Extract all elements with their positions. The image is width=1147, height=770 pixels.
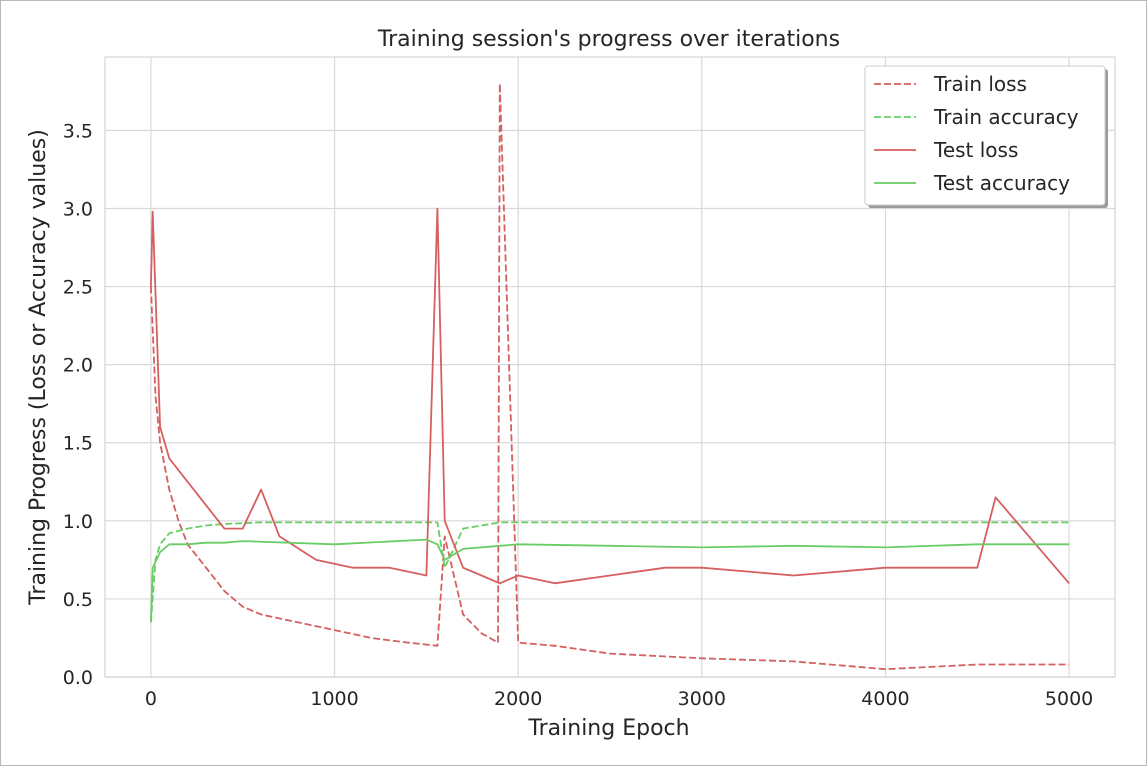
- tick-labels: 0 1000 2000 3000 4000 5000 0.0 0.5 1.0 1.5 2.0 2.5 3…: [63, 120, 1093, 710]
- series-line-1: [150, 82, 1070, 671]
- y-tick-label: 1.0: [63, 511, 93, 533]
- y-axis-label: Training Progress (Loss or Accuracy valu…: [26, 129, 51, 606]
- x-tick-label: 2000: [494, 688, 542, 710]
- legend-label: Test loss: [933, 138, 1018, 162]
- y-tick-label: 1.5: [63, 433, 93, 455]
- legend-label: Train loss: [933, 72, 1027, 96]
- y-tick-label: 3.5: [63, 120, 93, 142]
- x-tick-label: 1000: [310, 688, 358, 710]
- legend-label: Train accuracy: [933, 105, 1079, 129]
- y-tick-label: 2.5: [63, 277, 93, 299]
- series-line-3: [150, 207, 1070, 585]
- series-lines: [150, 82, 1070, 671]
- x-tick-label: 3000: [678, 688, 726, 710]
- y-tick-label: 0.5: [63, 589, 93, 611]
- x-tick-label: 4000: [861, 688, 909, 710]
- x-tick-label: 0: [145, 688, 157, 710]
- x-axis-label: Training Epoch: [527, 716, 689, 741]
- legend-box: [864, 65, 1106, 206]
- y-tick-label: 0.0: [63, 667, 93, 689]
- legend-label: Test accuracy: [933, 171, 1070, 195]
- chart-title: Training session's progress over iterati…: [377, 27, 840, 52]
- series-line-4: [150, 538, 1070, 623]
- series-line-2: [150, 521, 1070, 623]
- plot-area-border: [104, 56, 1116, 678]
- x-tick-label: 5000: [1045, 688, 1093, 710]
- y-tick-label: 3.0: [63, 198, 93, 220]
- y-tick-label: 2.0: [63, 355, 93, 377]
- legend: Train loss Train accuracy Test loss Test ac…: [864, 65, 1108, 208]
